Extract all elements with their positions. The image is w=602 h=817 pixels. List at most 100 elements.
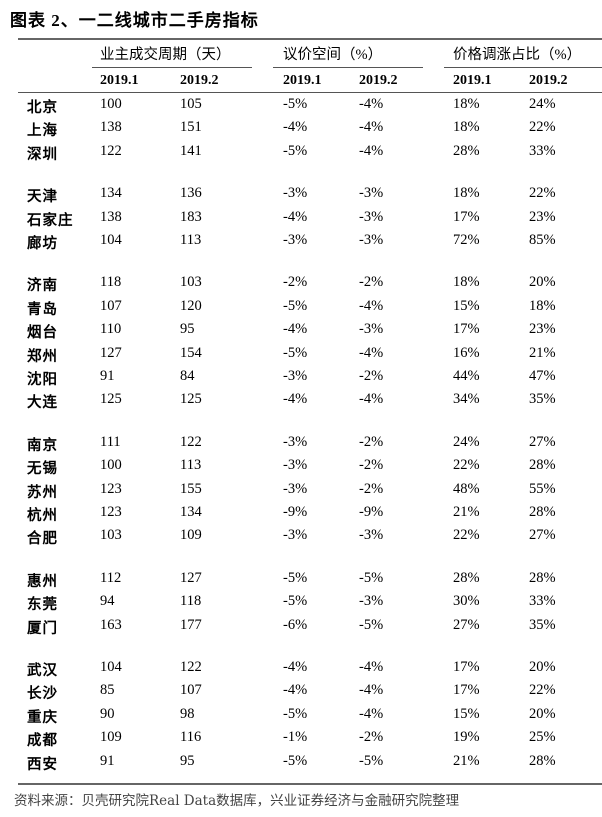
cell-cycle-2019-1: 138 xyxy=(100,119,122,136)
cell-rise-2019-2: 27% xyxy=(529,433,556,450)
cell-bargain-2019-2: -2% xyxy=(359,480,384,497)
cell-city: 重庆 xyxy=(27,709,58,726)
year-header: 2019.1 xyxy=(283,73,322,88)
table-row: 石家庄 138 183 -4% -3% 17% 23% xyxy=(0,209,602,232)
cell-cycle-2019-1: 100 xyxy=(100,96,122,112)
cell-cycle-2019-2: 141 xyxy=(180,142,202,159)
table-row: 重庆 90 98 -5% -4% 15% 20% xyxy=(0,706,602,729)
cell-cycle-2019-2: 103 xyxy=(180,274,202,291)
cell-cycle-2019-2: 109 xyxy=(180,527,202,544)
cell-cycle-2019-2: 122 xyxy=(180,659,202,675)
cell-city: 大连 xyxy=(27,395,58,412)
group-underline xyxy=(273,67,423,68)
year-header: 2019.1 xyxy=(100,73,139,88)
cell-bargain-2019-2: -2% xyxy=(359,368,384,384)
cell-cycle-2019-2: 136 xyxy=(180,185,202,202)
cell-bargain-2019-1: -5% xyxy=(283,569,308,586)
cell-city: 合肥 xyxy=(27,531,58,548)
cell-bargain-2019-2: -3% xyxy=(359,527,384,544)
cell-rise-2019-1: 44% xyxy=(453,368,480,384)
cell-cycle-2019-2: 118 xyxy=(180,593,202,610)
cell-rise-2019-1: 17% xyxy=(453,208,480,225)
cell-cycle-2019-2: 113 xyxy=(180,457,202,474)
group-header-price-rise-share: 价格调涨占比（%） xyxy=(453,47,582,63)
table-row: 武汉 104 122 -4% -4% 17% 20% xyxy=(0,659,602,682)
cell-rise-2019-2: 47% xyxy=(529,368,556,384)
year-header: 2019.2 xyxy=(359,73,398,88)
cell-city: 南京 xyxy=(27,437,58,454)
cell-bargain-2019-2: -4% xyxy=(359,297,384,314)
cell-rise-2019-2: 28% xyxy=(529,752,556,769)
cell-cycle-2019-1: 138 xyxy=(100,208,122,225)
cell-bargain-2019-1: -3% xyxy=(283,185,308,202)
cell-cycle-2019-1: 112 xyxy=(100,569,122,586)
cell-cycle-2019-2: 105 xyxy=(180,96,202,112)
cell-rise-2019-1: 15% xyxy=(453,297,480,314)
cell-rise-2019-1: 17% xyxy=(453,321,480,338)
cell-cycle-2019-2: 120 xyxy=(180,297,202,314)
cell-bargain-2019-2: -3% xyxy=(359,321,384,338)
cell-cycle-2019-1: 127 xyxy=(100,344,122,361)
cell-cycle-2019-1: 104 xyxy=(100,659,122,675)
cell-rise-2019-2: 20% xyxy=(529,705,556,722)
table-row: 天津 134 136 -3% -3% 18% 22% xyxy=(0,185,602,208)
cell-rise-2019-2: 28% xyxy=(529,569,556,586)
table-row: 杭州 123 134 -9% -9% 21% 28% xyxy=(0,504,602,527)
cell-bargain-2019-1: -5% xyxy=(283,344,308,361)
cell-rise-2019-1: 18% xyxy=(453,274,480,291)
cell-cycle-2019-1: 111 xyxy=(100,433,121,450)
table-row: 长沙 85 107 -4% -4% 17% 22% xyxy=(0,682,602,705)
cell-rise-2019-2: 25% xyxy=(529,729,556,746)
header-bottom-rule xyxy=(18,92,602,93)
table-row: 廊坊 104 113 -3% -3% 72% 85% xyxy=(0,232,602,255)
cell-bargain-2019-1: -5% xyxy=(283,96,308,112)
cell-rise-2019-1: 21% xyxy=(453,752,480,769)
cell-city: 成都 xyxy=(27,733,58,750)
cell-city: 北京 xyxy=(27,100,58,116)
year-header: 2019.2 xyxy=(529,73,568,88)
cell-city: 厦门 xyxy=(27,620,58,637)
cell-bargain-2019-2: -3% xyxy=(359,593,384,610)
cell-cycle-2019-1: 100 xyxy=(100,457,122,474)
source-note: 资料来源：贝壳研究院Real Data数据库，兴业证券经济与金融研究院整理 xyxy=(14,793,460,809)
group-header-transaction-cycle: 业主成交周期（天） xyxy=(100,47,231,63)
cell-city: 西安 xyxy=(27,756,58,773)
table-row: 北京 100 105 -5% -4% 18% 24% xyxy=(0,96,602,119)
cell-cycle-2019-1: 107 xyxy=(100,297,122,314)
table-row: 深圳 122 141 -5% -4% 28% 33% xyxy=(0,143,602,166)
cell-bargain-2019-1: -4% xyxy=(283,659,308,675)
cell-city: 苏州 xyxy=(27,484,58,501)
cell-cycle-2019-2: 116 xyxy=(180,729,202,746)
cell-cycle-2019-2: 127 xyxy=(180,569,202,586)
table-row: 成都 109 116 -1% -2% 19% 25% xyxy=(0,729,602,752)
table-bottom-rule xyxy=(18,783,602,785)
cell-cycle-2019-2: 98 xyxy=(180,705,195,722)
table-row: 西安 91 95 -5% -5% 21% 28% xyxy=(0,753,602,776)
cell-bargain-2019-2: -9% xyxy=(359,504,384,520)
cell-city: 深圳 xyxy=(27,146,58,163)
cell-bargain-2019-1: -4% xyxy=(283,682,308,699)
group-header-bargain-space: 议价空间（%） xyxy=(283,47,383,63)
table-row: 无锡 100 113 -3% -2% 22% 28% xyxy=(0,457,602,480)
table-row: 苏州 123 155 -3% -2% 48% 55% xyxy=(0,481,602,504)
cell-rise-2019-2: 20% xyxy=(529,659,556,675)
cell-cycle-2019-2: 84 xyxy=(180,368,195,384)
cell-cycle-2019-1: 91 xyxy=(100,368,115,384)
figure-title: 图表 2、一二线城市二手房指标 xyxy=(10,11,259,30)
cell-rise-2019-2: 22% xyxy=(529,682,556,699)
table-row: 合肥 103 109 -3% -3% 22% 27% xyxy=(0,527,602,550)
cell-rise-2019-2: 20% xyxy=(529,274,556,291)
cell-bargain-2019-1: -3% xyxy=(283,480,308,497)
cell-bargain-2019-2: -4% xyxy=(359,391,384,408)
cell-cycle-2019-2: 151 xyxy=(180,119,202,136)
cell-rise-2019-2: 18% xyxy=(529,297,556,314)
cell-rise-2019-2: 22% xyxy=(529,185,556,202)
cell-rise-2019-2: 35% xyxy=(529,616,556,633)
cell-rise-2019-1: 19% xyxy=(453,729,480,746)
cell-bargain-2019-1: -3% xyxy=(283,232,308,248)
cell-rise-2019-1: 22% xyxy=(453,527,480,544)
cell-rise-2019-1: 30% xyxy=(453,593,480,610)
cell-rise-2019-1: 18% xyxy=(453,96,480,112)
table-row: 烟台 110 95 -4% -3% 17% 23% xyxy=(0,321,602,344)
cell-cycle-2019-2: 95 xyxy=(180,321,195,338)
